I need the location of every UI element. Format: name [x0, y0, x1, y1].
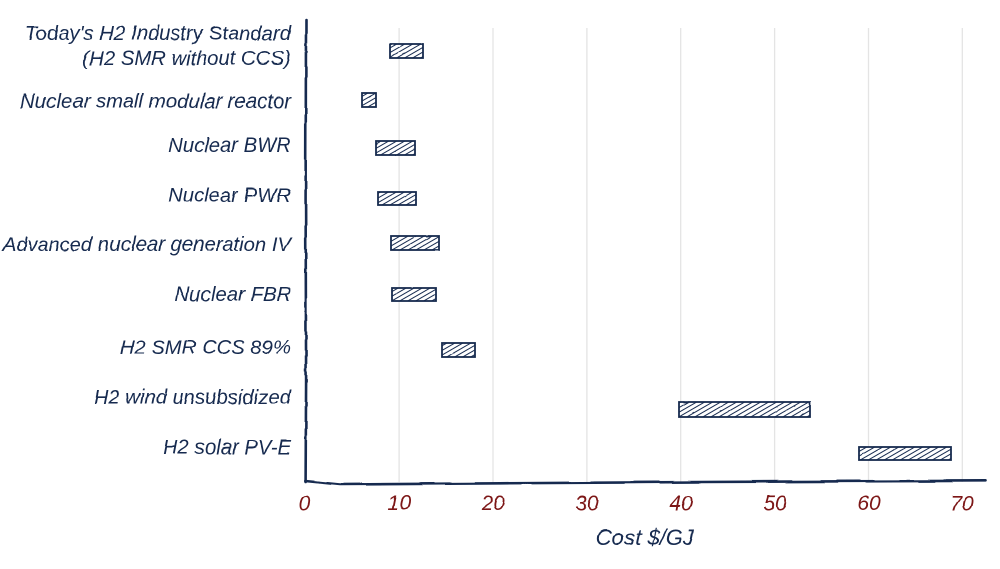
svg-text:(H2 SMR without CCS): (H2 SMR without CCS): [83, 48, 292, 70]
svg-text:Nuclear PWR: Nuclear PWR: [168, 185, 291, 207]
svg-text:Nuclear BWR: Nuclear BWR: [168, 135, 291, 157]
svg-text:Nuclear small modular reactor: Nuclear small modular reactor: [20, 91, 292, 113]
svg-text:Today's H2 Industry Standard: Today's H2 Industry Standard: [25, 23, 292, 45]
svg-text:20: 20: [480, 492, 505, 515]
svg-text:10: 10: [387, 492, 411, 515]
svg-text:H2 SMR CCS 89%: H2 SMR CCS 89%: [120, 337, 291, 359]
svg-text:30: 30: [575, 492, 599, 515]
svg-text:Cost $/GJ: Cost $/GJ: [596, 525, 695, 550]
svg-text:Nuclear FBR: Nuclear FBR: [175, 284, 291, 306]
svg-text:H2 solar PV-E: H2 solar PV-E: [163, 437, 291, 459]
svg-text:40: 40: [669, 492, 693, 515]
svg-text:H2 wind unsubsidized: H2 wind unsubsidized: [94, 387, 292, 409]
svg-text:Advanced nuclear generation IV: Advanced nuclear generation IV: [1, 234, 293, 256]
svg-text:70: 70: [950, 492, 974, 515]
svg-text:0: 0: [299, 492, 311, 515]
svg-text:60: 60: [857, 492, 881, 515]
svg-text:50: 50: [763, 492, 787, 515]
